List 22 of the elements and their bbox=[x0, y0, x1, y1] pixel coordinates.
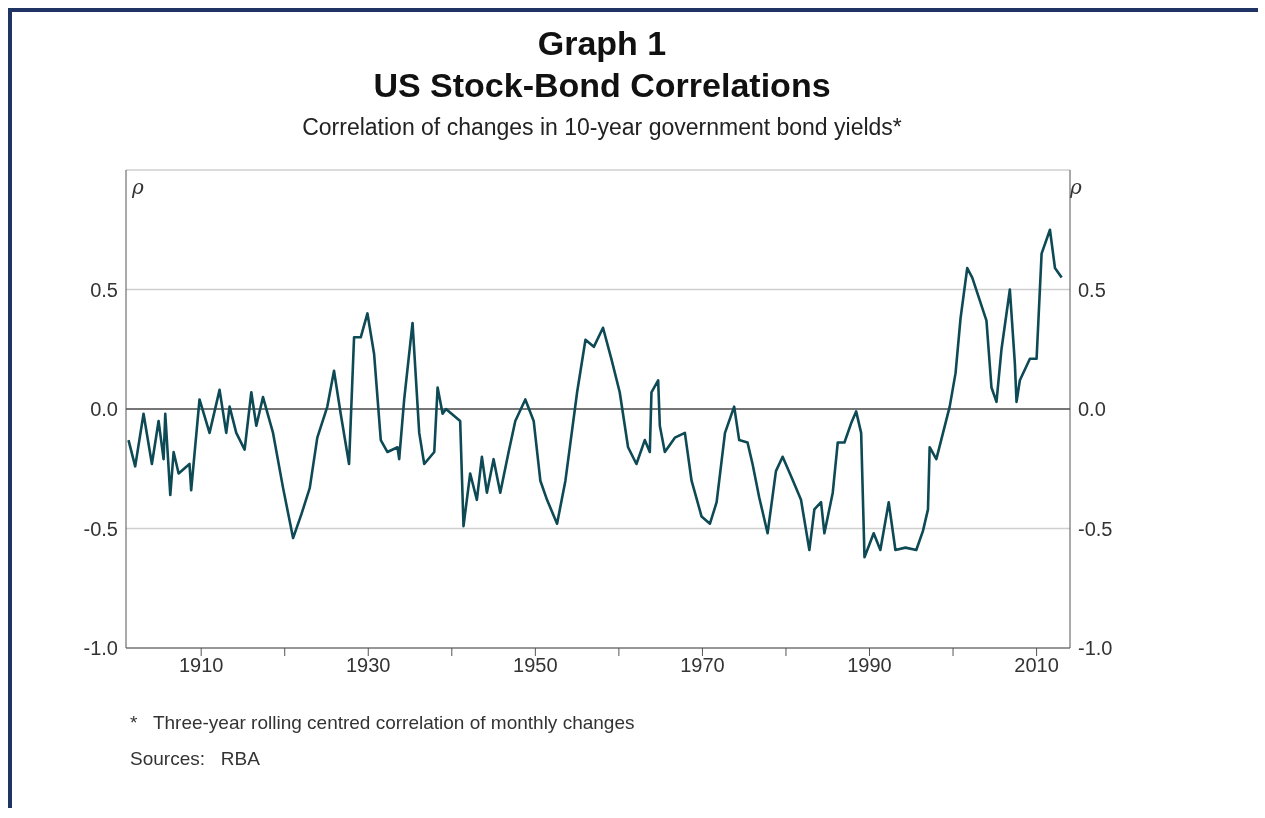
y-axis-title: ρ bbox=[132, 175, 144, 199]
y2-tick-label: -0.5 bbox=[1078, 517, 1113, 540]
x-tick-label: 1970 bbox=[680, 654, 725, 677]
x-tick-label: 1950 bbox=[513, 654, 558, 677]
chart-title: US Stock-Bond Correlations bbox=[372, 66, 832, 105]
y2-tick-label: 0.5 bbox=[1078, 278, 1106, 301]
x-tick-label: 1910 bbox=[178, 654, 224, 677]
text: * Three-year rolling centred correlation of monthly changes bbox=[130, 712, 635, 734]
caption: Graph 1 bbox=[536, 24, 668, 63]
line-series bbox=[127, 228, 1063, 559]
y2-tick-label: -1.0 bbox=[1078, 637, 1113, 660]
x-tick-label: 1990 bbox=[847, 654, 892, 677]
source-note: Sources: RBA bbox=[130, 748, 260, 770]
x-tick-label: 2010 bbox=[1014, 654, 1059, 677]
y-tick-label: 0.0 bbox=[90, 398, 118, 421]
y2-axis-title: ρ bbox=[1070, 175, 1082, 199]
y-tick-label: -0.5 bbox=[83, 517, 118, 540]
y2-tick-label: 0.0 bbox=[1078, 398, 1106, 421]
y-tick-label: -1.0 bbox=[83, 637, 118, 660]
y-tick-label: 0.5 bbox=[90, 278, 118, 301]
x-tick-label: 1930 bbox=[346, 654, 391, 677]
chart-subtitle: Correlation of changes in 10-year government bond yields* bbox=[302, 114, 902, 141]
